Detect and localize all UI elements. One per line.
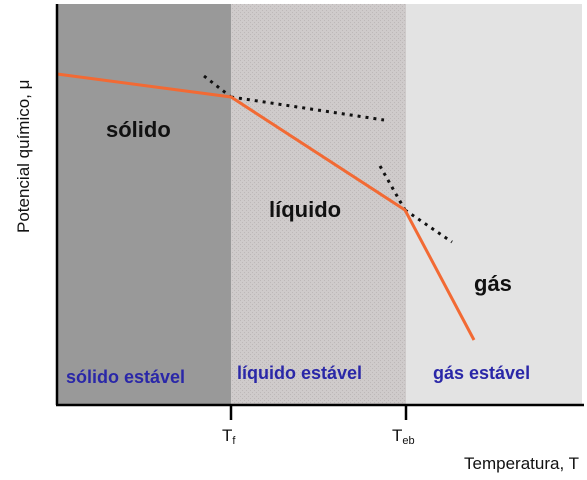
liquid-metastable-line <box>230 95 385 122</box>
x-axis-label: Temperatura, T <box>464 454 579 473</box>
liquid-label: líquido <box>269 197 341 222</box>
y-axis-label: Potencial químico, μ <box>14 80 33 233</box>
liquid-stable-label: líquido estável <box>237 363 362 383</box>
gas-metastable-line <box>404 208 453 244</box>
tick-label-teb: Teb <box>392 426 415 447</box>
chemical-potential-curve <box>56 72 476 341</box>
solid-label: sólido <box>106 117 171 142</box>
gas-stable-label: gás estável <box>433 363 530 383</box>
liquid-region <box>231 4 406 404</box>
liquid-extension-line <box>378 165 407 211</box>
tick-label-tf: Tf <box>222 426 236 447</box>
gas-region <box>406 4 582 404</box>
solid-extension-line <box>203 74 232 99</box>
gas-label: gás <box>474 271 512 296</box>
solid-region <box>57 4 231 404</box>
solid-stable-label: sólido estável <box>66 367 185 387</box>
